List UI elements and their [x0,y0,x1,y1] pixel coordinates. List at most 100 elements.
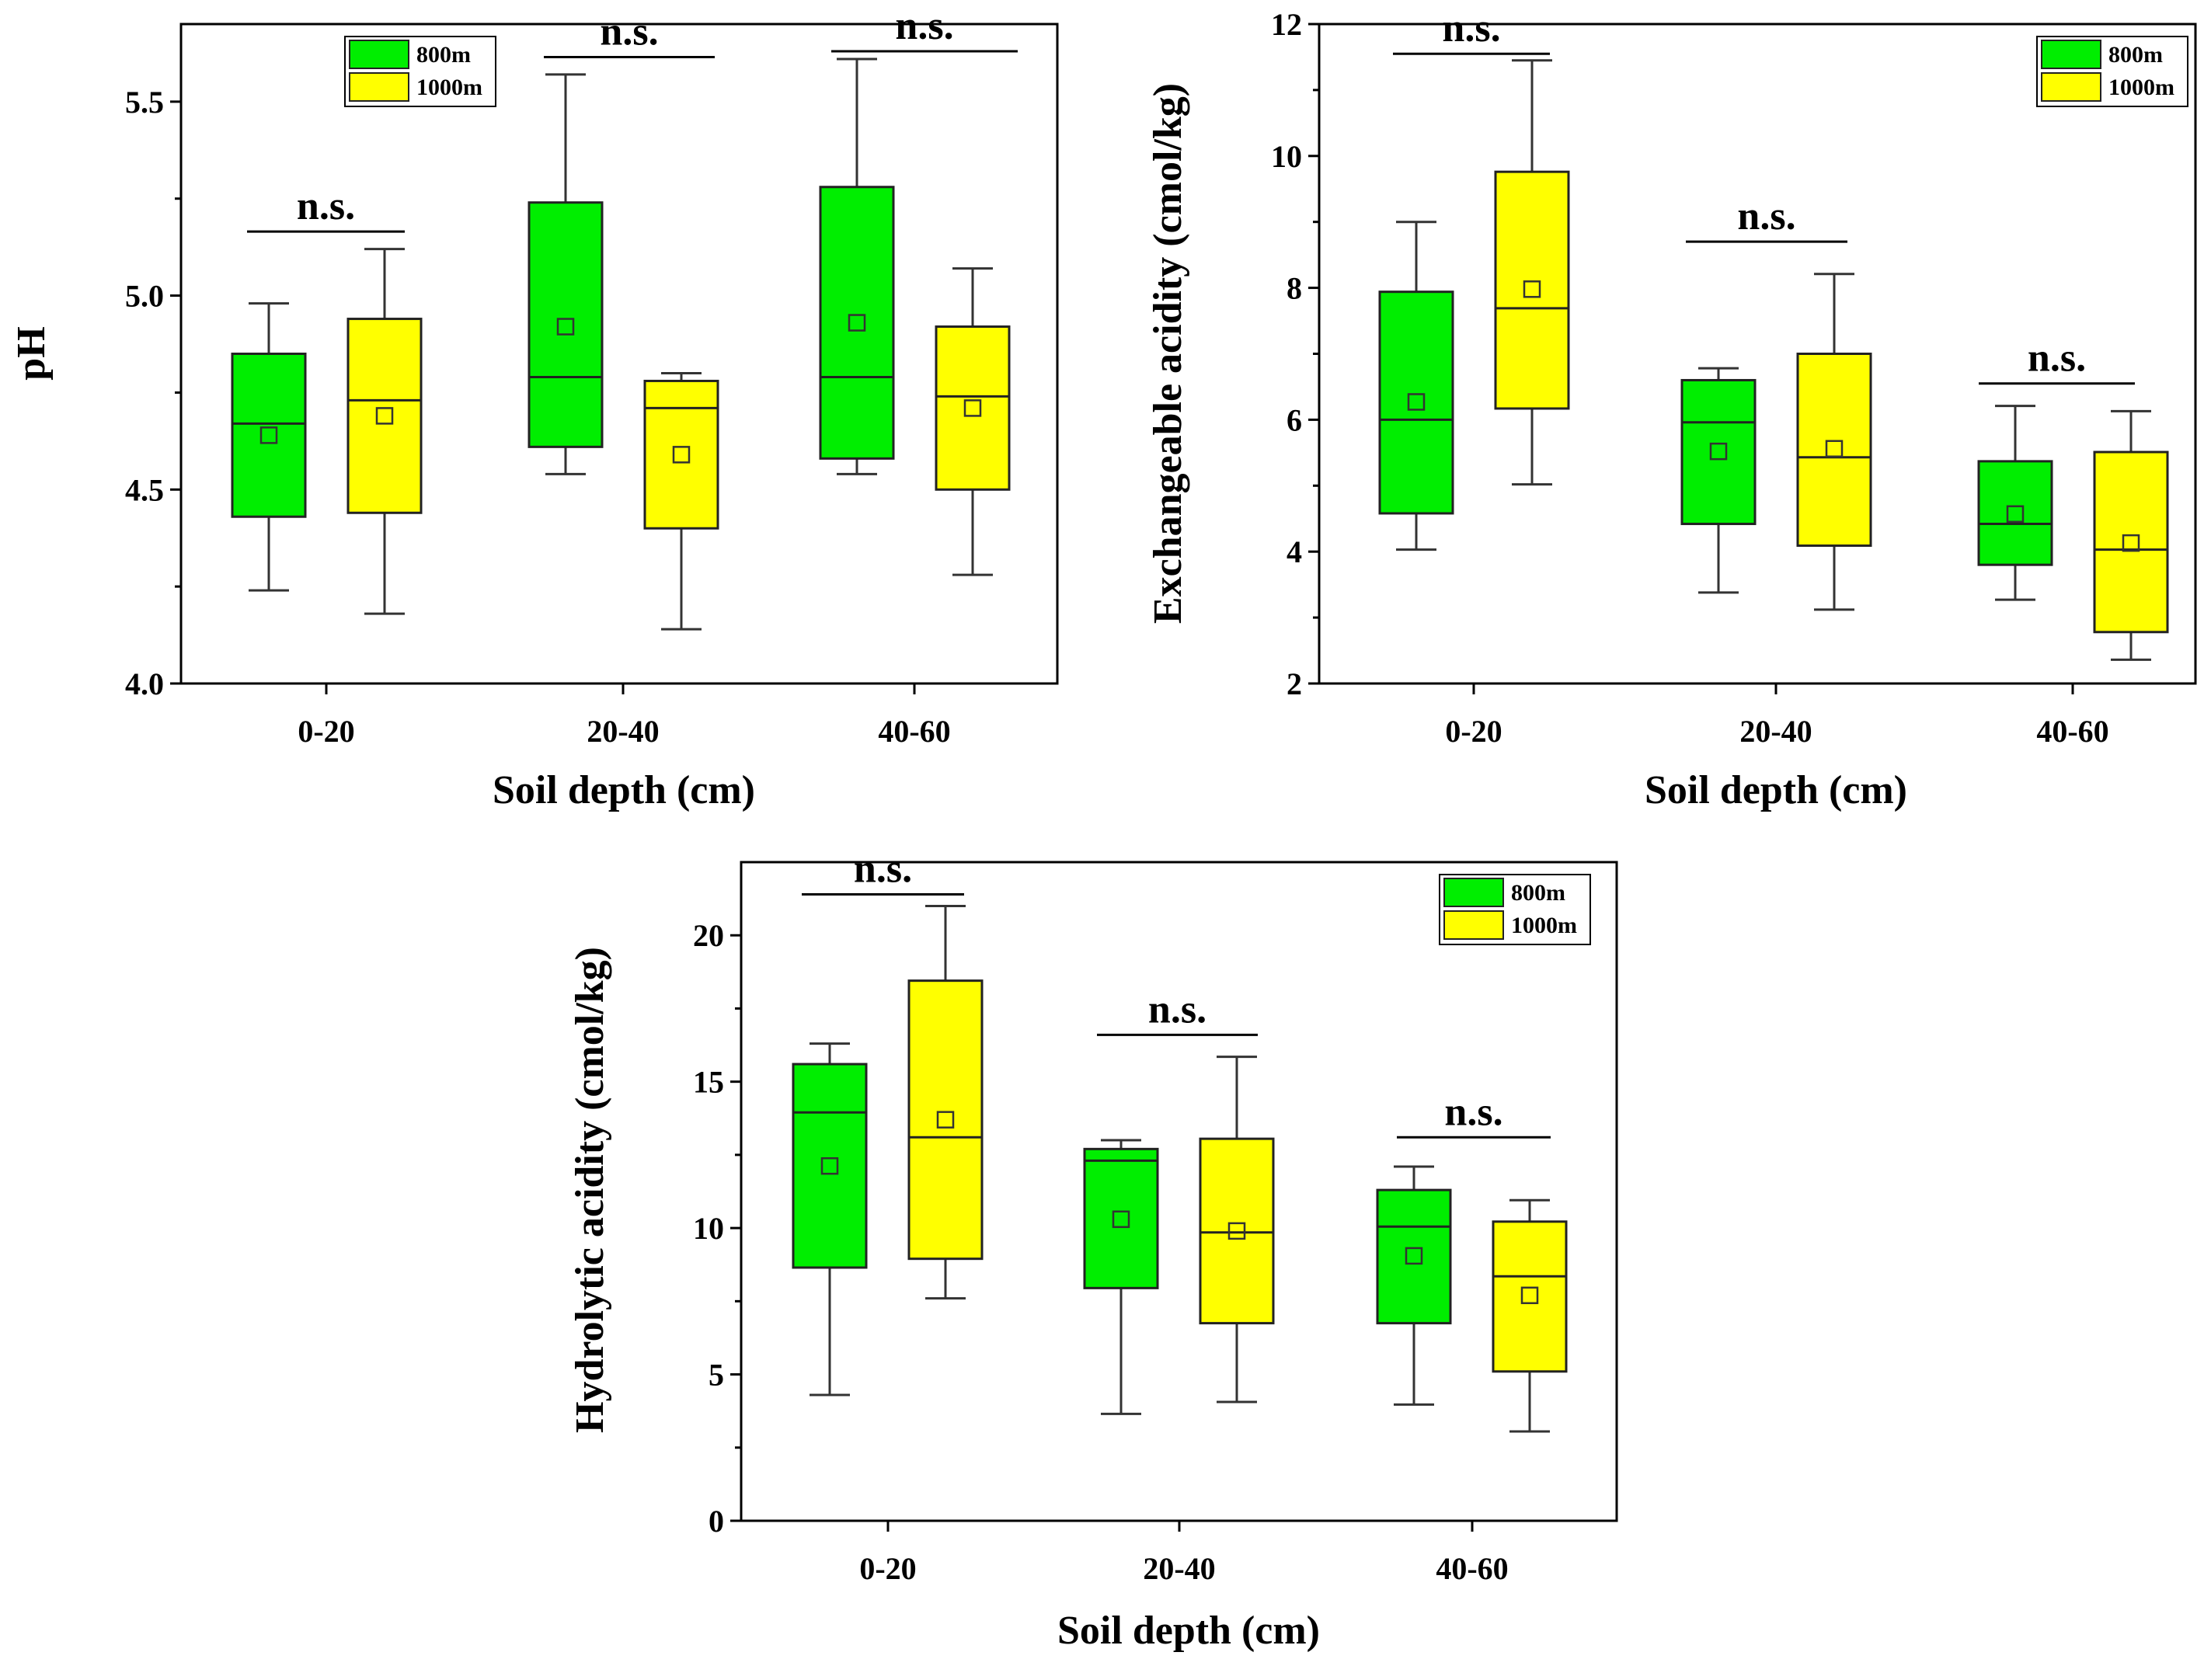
y-tick-label: 5.5 [125,85,164,120]
y-tick-label: 5 [709,1358,724,1393]
legend-label: 1000m [1511,913,1577,938]
mean-marker [820,1157,839,1175]
y-tick-label: 8 [1287,271,1302,306]
box-800m-0-20 [792,1042,868,1397]
box-1000m-0-20 [346,248,423,615]
mean-marker [848,314,866,332]
y-tick-label: 20 [693,918,724,953]
legend-swatch [2041,40,2101,69]
x-axis-title: Soil depth (cm) [1645,768,1907,812]
y-tick-label: 6 [1287,402,1302,437]
mean-marker [375,407,394,425]
plot-frame [179,23,1059,685]
box-1000m-40-60 [935,267,1011,576]
box-800m-40-60 [1977,405,2053,601]
legend-swatch [349,40,409,69]
mean-marker [936,1111,955,1129]
box-iqr [1378,290,1454,515]
box-iqr [1494,170,1570,410]
box-iqr [1083,1147,1159,1289]
box-1000m-40-60 [2093,409,2169,661]
x-tick-label: 20-40 [1739,714,1812,749]
significance-label: n.s. [297,184,355,228]
box-800m-20-40 [528,73,604,475]
mean-marker [672,446,691,464]
legend: 800m 1000m [1439,874,1591,945]
significance-label: n.s. [1444,1090,1502,1134]
x-tick-label: 20-40 [1143,1551,1215,1586]
legend-swatch [1443,878,1504,907]
box-iqr [792,1063,868,1269]
mean-marker [2006,505,2025,523]
significance-label: n.s. [600,9,658,54]
y-tick-label: 0 [709,1504,724,1539]
y-tick-label: 4.5 [125,472,164,507]
box-800m-40-60 [1376,1165,1452,1406]
box-iqr [1977,460,2053,566]
y-tick-label: 4 [1287,534,1302,569]
mean-marker [259,426,278,444]
legend: 800m 1000m [344,36,496,107]
mean-marker [1227,1222,1246,1240]
legend: 800m 1000m [2036,36,2188,107]
y-tick-label: 10 [693,1211,724,1246]
box-iqr [819,186,895,460]
chart-panel-3: 0 5 10 15 20 0-20 20-40 40-60 Soil depth (cm) Hyd… [568,847,1618,1653]
legend-label: 800m [416,42,471,68]
chart-panel-2: 2 4 6 8 10 12 0-20 20-40 40-60 Soil depth (cm) Exc… [1146,6,2197,812]
legend-swatch [1443,910,1504,940]
box-iqr [907,979,984,1261]
mean-marker [1709,442,1728,461]
box-iqr [1492,1220,1568,1373]
chart-panel-1: 4.0 4.5 5.0 5.5 0-20 20-40 40-60 Soil depth (cm… [9,4,1059,812]
significance-label: n.s. [895,4,953,48]
significance-label: n.s. [1148,987,1206,1031]
x-tick-label: 0-20 [298,714,354,749]
mean-marker [556,318,575,336]
mean-marker [1112,1210,1130,1229]
x-tick-label: 40-60 [1436,1551,1508,1586]
box-1000m-0-20 [907,905,984,1300]
box-800m-0-20 [231,302,307,592]
plot-frame [740,861,1618,1522]
box-iqr [1680,378,1757,526]
box-iqr [1796,353,1872,548]
legend-swatch [2041,72,2101,102]
significance-label: n.s. [1737,194,1795,238]
mean-marker [2122,534,2140,552]
legend-label: 1000m [416,75,482,100]
box-iqr [346,318,423,514]
legend-swatch [349,72,409,102]
box-iqr [231,353,307,518]
x-axis-title: Soil depth (cm) [493,768,755,812]
box-1000m-0-20 [1494,59,1570,486]
box-800m-0-20 [1378,221,1454,551]
box-1000m-40-60 [1492,1198,1568,1433]
box-iqr [1376,1188,1452,1325]
legend-label: 800m [1511,880,1565,906]
box-1000m-20-40 [1796,273,1872,611]
legend-label: 800m [2108,42,2163,68]
x-tick-label: 0-20 [1445,714,1502,749]
box-800m-20-40 [1680,367,1757,594]
y-tick-label: 10 [1271,139,1302,174]
box-iqr [1199,1137,1275,1325]
mean-marker [1407,393,1426,411]
mean-marker [1520,1286,1539,1305]
mean-marker [1523,280,1541,298]
box-800m-40-60 [819,57,895,475]
y-tick-label: 5.0 [125,279,164,314]
y-tick-label: 2 [1287,666,1302,701]
y-axis-title: pH [9,326,54,380]
x-tick-label: 0-20 [859,1551,916,1586]
y-tick-label: 15 [693,1065,724,1100]
box-1000m-20-40 [643,371,719,631]
mean-marker [1825,440,1844,458]
x-tick-label: 40-60 [878,714,950,749]
box-iqr [2093,450,2169,634]
significance-label: n.s. [2028,336,2086,381]
box-1000m-20-40 [1199,1056,1275,1403]
mean-marker [1405,1247,1423,1265]
significance-label: n.s. [1442,6,1500,50]
